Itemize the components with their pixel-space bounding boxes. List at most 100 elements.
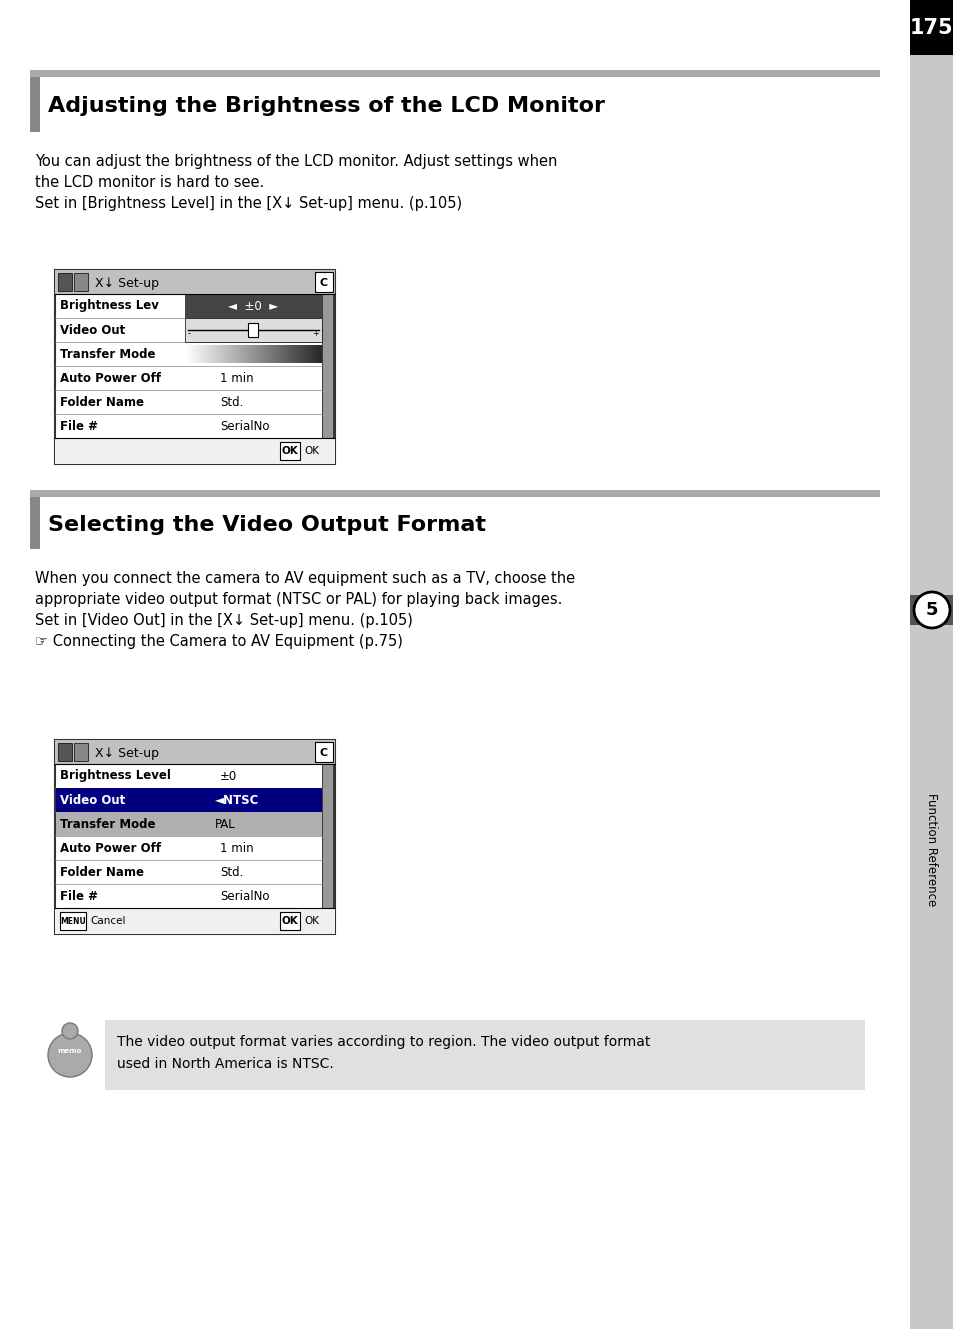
Bar [56,812,322,836]
Bar [246,346,247,363]
Bar [268,346,269,363]
Bar [214,346,215,363]
Bar [220,346,221,363]
Bar [216,346,218,363]
Bar [229,346,230,363]
Bar [55,908,335,934]
Bar [307,346,308,363]
Bar [276,346,277,363]
Bar [56,788,322,812]
Bar [185,346,186,363]
Bar [208,346,209,363]
Bar [222,346,223,363]
Bar [909,0,953,1329]
Text: +: + [312,330,318,339]
Bar [235,346,236,363]
Bar [224,346,225,363]
Bar [242,346,243,363]
Text: Set in [Video Out] in the [X↓ Set-up] menu. (p.105): Set in [Video Out] in the [X↓ Set-up] me… [35,613,413,629]
Bar [272,346,273,363]
Bar [244,346,245,363]
Bar [30,70,879,77]
Text: Std.: Std. [220,396,243,408]
Bar [74,743,88,762]
Bar [190,346,191,363]
Bar [252,346,253,363]
Bar [55,270,335,464]
Bar [185,318,322,342]
Bar [305,346,306,363]
Bar [251,346,252,363]
Bar [284,346,285,363]
Bar [248,323,258,338]
Bar [187,346,188,363]
Text: You can adjust the brightness of the LCD monitor. Adjust settings when: You can adjust the brightness of the LCD… [35,154,557,169]
Text: Adjusting the Brightness of the LCD Monitor: Adjusting the Brightness of the LCD Moni… [48,97,604,117]
Bar [283,346,284,363]
Text: OK: OK [281,447,298,456]
Bar [294,346,295,363]
Bar [248,346,249,363]
Bar [212,346,213,363]
Text: Set in [Brightness Level] in the [X↓ Set-up] menu. (p.105): Set in [Brightness Level] in the [X↓ Set… [35,195,461,211]
Bar [239,346,240,363]
Bar [271,346,272,363]
Text: X↓ Set-up: X↓ Set-up [95,747,159,759]
Bar [232,346,233,363]
Text: used in North America is NTSC.: used in North America is NTSC. [117,1057,334,1071]
Bar [266,346,267,363]
Bar [55,740,335,764]
Bar [909,595,953,625]
Text: 1 min: 1 min [220,372,253,384]
Bar [193,346,194,363]
Text: 175: 175 [909,17,953,37]
Text: Brightness Level: Brightness Level [60,769,171,783]
Bar [309,346,310,363]
Text: X↓ Set-up: X↓ Set-up [95,276,159,290]
Bar [55,439,335,464]
Bar [312,346,313,363]
Text: Folder Name: Folder Name [60,396,144,408]
Bar [258,346,260,363]
Text: OK: OK [304,447,318,456]
Text: Brightness Lev: Brightness Lev [60,299,159,312]
Bar [322,764,333,908]
Bar [290,346,291,363]
Text: Transfer Mode: Transfer Mode [60,347,155,360]
Bar [264,346,265,363]
Bar [314,742,333,762]
Circle shape [913,591,949,629]
Text: ±0: ±0 [220,769,237,783]
Bar [207,346,208,363]
Text: Folder Name: Folder Name [60,865,144,878]
Bar [310,346,311,363]
Bar [204,346,205,363]
Bar [280,443,299,460]
Text: Auto Power Off: Auto Power Off [60,372,161,384]
Bar [231,346,232,363]
Bar [196,346,198,363]
Text: -: - [188,330,191,339]
Text: the LCD monitor is hard to see.: the LCD monitor is hard to see. [35,175,264,190]
Bar [291,346,292,363]
Bar [237,346,239,363]
Bar [218,346,219,363]
Bar [227,346,228,363]
Text: OK: OK [304,916,318,926]
Bar [105,1019,864,1090]
Bar [315,346,316,363]
Bar [277,346,278,363]
Text: SerialNo: SerialNo [220,420,269,432]
Bar [255,346,256,363]
Bar [308,346,309,363]
Bar [55,270,335,294]
Text: Transfer Mode: Transfer Mode [60,817,155,831]
Bar [270,346,271,363]
Bar [213,346,214,363]
Bar [256,346,257,363]
Bar [221,346,222,363]
Text: Video Out: Video Out [60,793,125,807]
Bar [199,346,200,363]
Bar [228,346,229,363]
Bar [241,346,242,363]
